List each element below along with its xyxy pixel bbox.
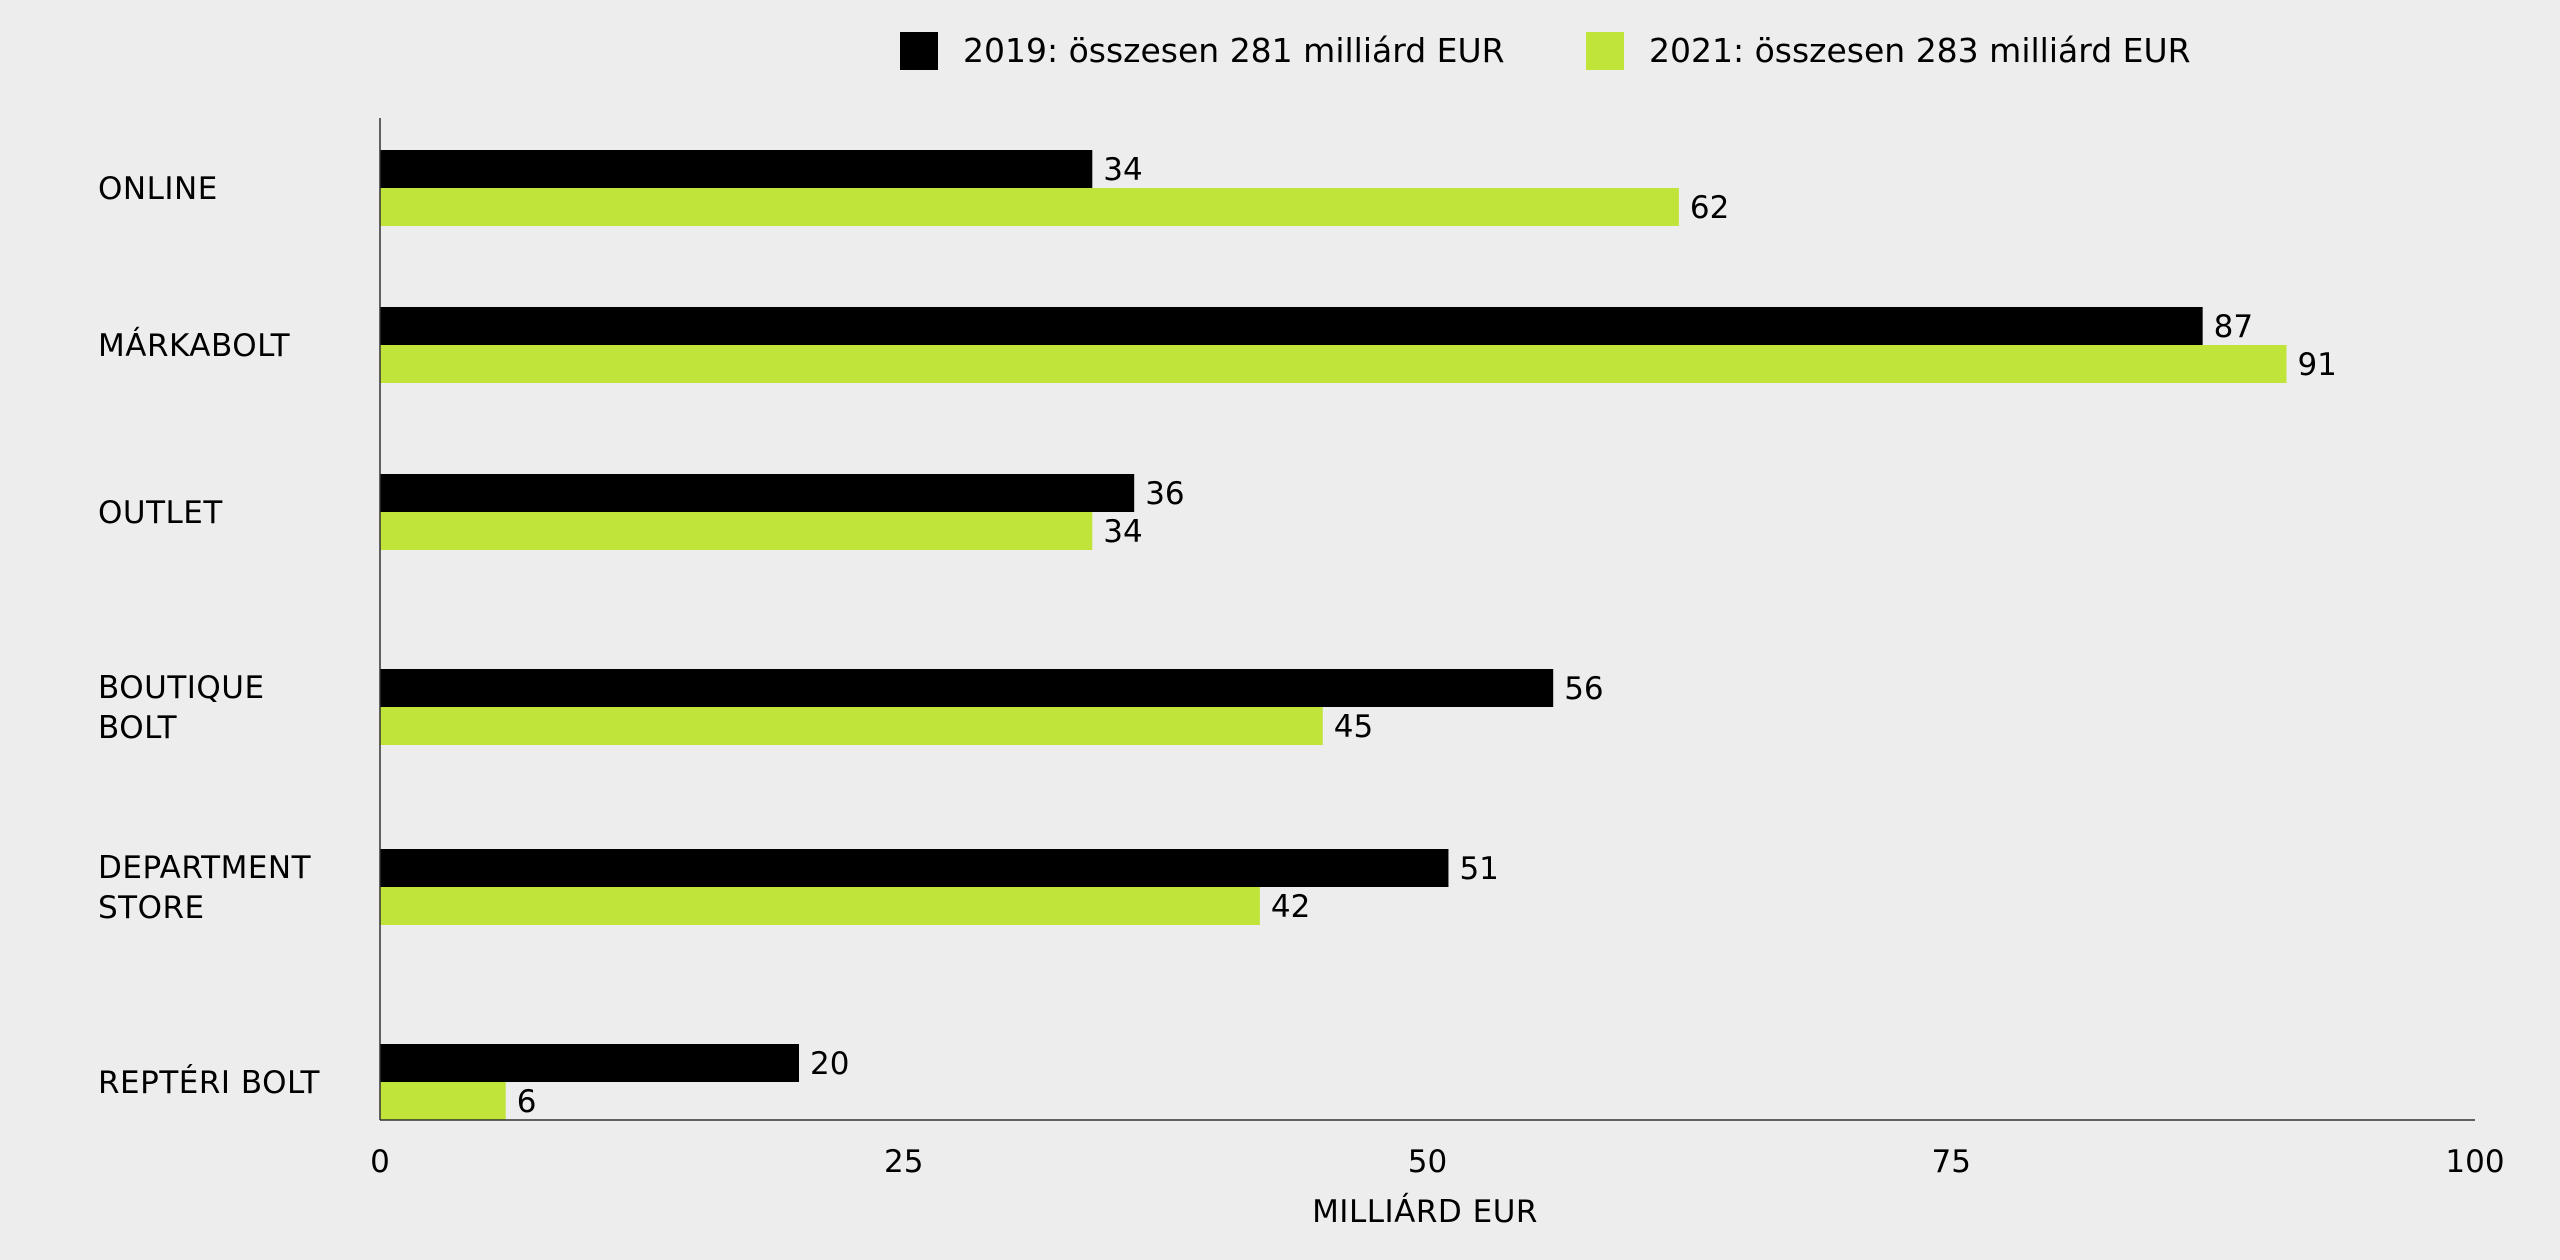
value-label-2-1: 34 [1103, 514, 1142, 550]
bar-3-1 [380, 707, 1323, 745]
category-label-3: BOUTIQUE BOLT [98, 670, 265, 746]
value-label-1-1: 91 [2297, 347, 2336, 383]
x-axis-title: MILLIÁRD EUR [1312, 1194, 1538, 1230]
bar-1-0 [380, 307, 2203, 345]
x-tick-label-3: 75 [1932, 1144, 1971, 1180]
value-label-3-1: 45 [1334, 709, 1373, 745]
value-label-4-0: 51 [1459, 851, 1498, 887]
category-label-5: REPTÉRI BOLT [98, 1065, 321, 1101]
value-label-5-0: 20 [810, 1046, 849, 1082]
value-label-4-1: 42 [1271, 889, 1310, 925]
category-label-1: MÁRKABOLT [98, 328, 291, 364]
category-labels: ONLINE MÁRKABOLT OUTLET BOUTIQUE BOLT DEPARTM… [98, 171, 321, 1101]
bars [380, 150, 2287, 1120]
bar-4-1 [380, 887, 1260, 925]
bar-2-1 [380, 512, 1093, 550]
category-label-4: DEPARTMENT STORE [98, 850, 312, 926]
x-tick-labels: 0 25 50 75 100 [370, 1144, 2504, 1180]
legend-label-1: 2021: összesen 283 milliárd EUR [1649, 31, 2191, 70]
bar-0-1 [380, 188, 1679, 226]
value-label-5-1: 6 [517, 1084, 537, 1120]
bar-5-0 [380, 1044, 799, 1082]
bar-4-0 [380, 849, 1449, 887]
bar-1-1 [380, 345, 2287, 383]
value-label-3-0: 56 [1564, 671, 1603, 707]
x-tick-label-2: 50 [1408, 1144, 1447, 1180]
bar-3-0 [380, 669, 1554, 707]
bar-0-0 [380, 150, 1093, 188]
category-label-2: OUTLET [98, 495, 223, 531]
value-label-0-1: 62 [1690, 190, 1729, 226]
value-label-0-0: 34 [1103, 152, 1142, 188]
axes [379, 118, 2475, 1121]
legend-label-0: 2019: összesen 281 milliárd EUR [963, 31, 1505, 70]
bar-2-0 [380, 474, 1135, 512]
bar-5-1 [380, 1082, 506, 1120]
value-label-2-0: 36 [1145, 476, 1184, 512]
x-tick-label-0: 0 [370, 1144, 390, 1180]
category-label-0: ONLINE [98, 171, 218, 207]
x-tick-label-1: 25 [884, 1144, 923, 1180]
legend-swatch-1 [1586, 32, 1624, 70]
legend: 2019: összesen 281 milliárd EUR 2021: öss… [900, 31, 2191, 70]
x-tick-label-4: 100 [2445, 1144, 2504, 1180]
value-label-1-0: 87 [2214, 309, 2253, 345]
legend-swatch-0 [900, 32, 938, 70]
